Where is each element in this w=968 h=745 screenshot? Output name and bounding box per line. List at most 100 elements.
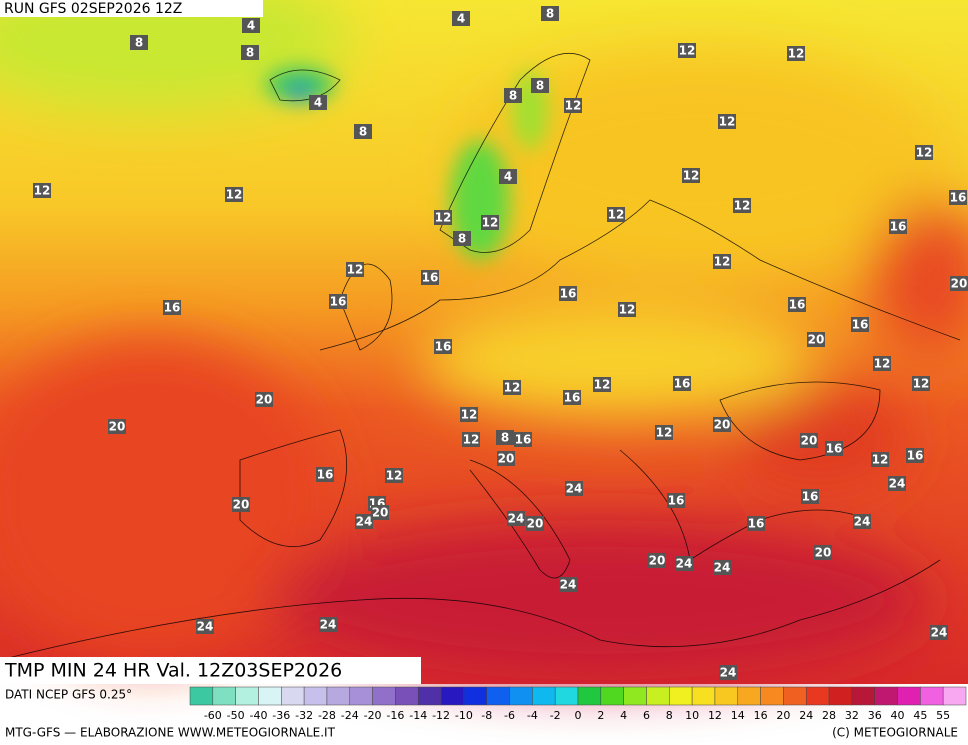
colorbar-swatch (920, 686, 944, 706)
temperature-label: 20 (808, 333, 825, 347)
colorbar-tick-label: -24 (341, 709, 359, 722)
label-box (888, 476, 906, 491)
temperature-label: 20 (801, 434, 818, 448)
colorbar-swatch (554, 686, 579, 706)
temperature-label: 16 (789, 298, 806, 312)
label-box (452, 11, 470, 26)
temperature-label: 16 (890, 220, 907, 234)
temperature-label: 8 (135, 36, 143, 50)
colorbar-swatch (805, 686, 830, 706)
label-box (713, 560, 731, 575)
colorbar-tick-label: 10 (685, 709, 699, 722)
label-box (563, 390, 581, 405)
colorbar-swatch (714, 686, 739, 706)
label-box (531, 78, 549, 93)
label-box (618, 302, 636, 317)
colorbar-swatch (395, 686, 419, 706)
colorbar-swatch (669, 686, 693, 706)
label-box (889, 219, 907, 234)
colorbar-tick-label: 0 (575, 709, 582, 722)
label-box (499, 169, 517, 184)
label-box (346, 262, 364, 277)
label-box (807, 332, 825, 347)
label-box (565, 481, 583, 496)
label-box (108, 419, 126, 434)
colorbar-swatch (691, 686, 716, 706)
colorbar-swatch (851, 686, 875, 706)
label-box (853, 514, 871, 529)
colorbar-tick-label: 36 (868, 709, 882, 722)
temperature-label: 12 (347, 263, 364, 277)
temperature-label: 20 (256, 393, 273, 407)
label-box (713, 417, 731, 432)
label-box (873, 356, 891, 371)
label-box (950, 276, 968, 291)
temperature-label: 12 (594, 378, 611, 392)
temperature-label: 8 (536, 79, 544, 93)
colorbar-swatch (600, 686, 624, 706)
temperature-label: 12 (656, 426, 673, 440)
label-box (232, 497, 250, 512)
temperature-label: 16 (668, 494, 685, 508)
label-box (851, 317, 869, 332)
label-box (526, 516, 544, 531)
temperature-label: 24 (889, 477, 906, 491)
colorbar-swatch (532, 686, 556, 706)
label-box (496, 430, 514, 445)
colorbar-tick-label: 8 (666, 709, 673, 722)
temperature-label: 12 (226, 188, 243, 202)
colorbar-tick-label: -32 (295, 709, 313, 722)
colorbar-swatch (349, 686, 373, 706)
colorbar-swatch (189, 686, 214, 706)
temperature-label: 16 (330, 295, 347, 309)
temperature-label: 20 (498, 452, 515, 466)
label-box (309, 95, 327, 110)
label-box (33, 183, 51, 198)
temperature-label: 20 (109, 420, 126, 434)
label-box (497, 451, 515, 466)
temperature-label: 12 (565, 99, 582, 113)
temperature-label: 16 (907, 449, 924, 463)
colorbar-tick-label: 40 (891, 709, 905, 722)
colorbar-swatch (486, 686, 510, 706)
label-box (655, 425, 673, 440)
colorbar-swatch (281, 686, 305, 706)
label-box (559, 286, 577, 301)
temperature-label: 12 (608, 208, 625, 222)
temperature-label: 12 (461, 408, 478, 422)
label-box (329, 294, 347, 309)
temperature-label: 24 (566, 482, 583, 496)
temperature-label: 4 (247, 19, 255, 33)
temperature-label: 12 (916, 146, 933, 160)
label-box (507, 511, 525, 526)
temperature-label: 20 (951, 277, 968, 291)
temperature-label: 12 (913, 377, 930, 391)
label-box (242, 18, 260, 33)
colorbar-tick-label: -36 (272, 709, 290, 722)
title-box (0, 657, 421, 684)
temperature-label: 16 (560, 287, 577, 301)
temperature-label: 12 (874, 357, 891, 371)
temperature-label: 16 (826, 442, 843, 456)
colorbar-tick-label: 12 (708, 709, 722, 722)
colorbar-tick-label: -8 (481, 709, 492, 722)
label-box (814, 545, 832, 560)
temperature-label: 20 (372, 506, 389, 520)
label-box (355, 514, 373, 529)
colorbar-tick-label: 16 (754, 709, 768, 722)
colorbar-swatch (828, 686, 853, 706)
temperature-label: 16 (435, 340, 452, 354)
temperature-label: 24 (560, 578, 577, 592)
colorbar-swatch (577, 686, 602, 706)
temperature-label: 16 (515, 433, 532, 447)
label-box (788, 297, 806, 312)
map-labels: 4 8 4 8 8 4 8 12 12 8 8 12 12 12 12 12 12 4 16 12 12 12 12 8 16 1… (33, 6, 968, 680)
temperature-label: 12 (679, 44, 696, 58)
label-box (747, 516, 765, 531)
label-box (559, 577, 577, 592)
colorbar-swatch (463, 686, 487, 706)
temperature-label: 12 (34, 184, 51, 198)
colorbar-swatch (417, 686, 442, 706)
label-box (385, 468, 403, 483)
label-box (713, 254, 731, 269)
